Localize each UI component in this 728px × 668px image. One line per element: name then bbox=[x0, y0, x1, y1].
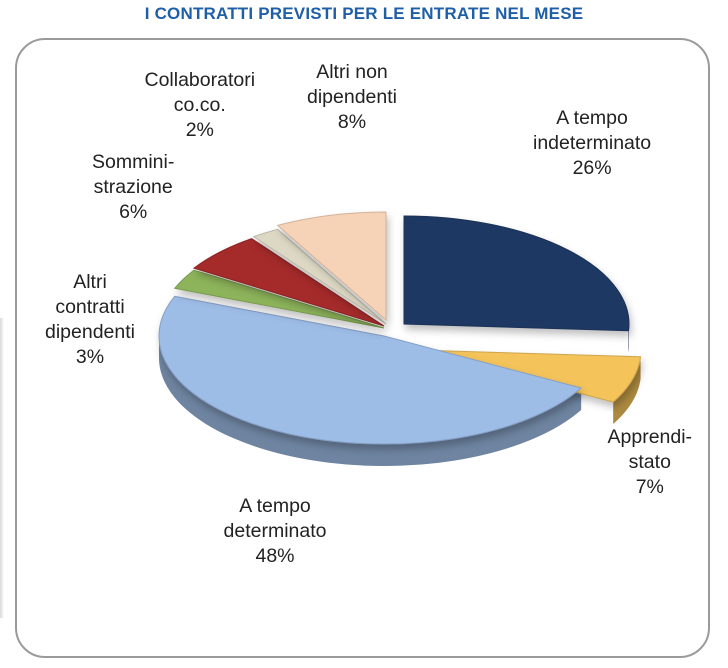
pie-slice bbox=[276, 211, 387, 322]
slice-label-percent: 7% bbox=[635, 476, 664, 498]
pie-slice bbox=[403, 215, 630, 332]
slice-label-line: indeterminato bbox=[533, 132, 652, 154]
slice-label: A tempo indeterminato 26% bbox=[533, 106, 651, 181]
pie-slice bbox=[173, 269, 385, 329]
slice-label-line: co.co. bbox=[173, 94, 226, 116]
pie-slice bbox=[192, 238, 385, 327]
slice-label: Apprendi-stato 7% bbox=[608, 425, 693, 500]
slice-label-line: Collaboratori bbox=[144, 69, 256, 91]
slice-label-line: strazione bbox=[93, 176, 173, 198]
slice-label-percent: 26% bbox=[572, 157, 612, 179]
pie-slice bbox=[252, 228, 387, 325]
slice-label: Sommini-strazione 6% bbox=[92, 150, 174, 225]
slice-label-line: Altri bbox=[73, 271, 107, 293]
pie-slices bbox=[158, 211, 642, 467]
slice-label: Altri contratti dipendenti 3% bbox=[45, 270, 135, 370]
slice-label-line: Sommini- bbox=[92, 151, 175, 173]
slice-label-percent: 3% bbox=[75, 346, 105, 368]
slice-label-line: A tempo bbox=[239, 495, 311, 517]
slice-label-line: contratti bbox=[55, 296, 125, 318]
pie-slice-side bbox=[159, 336, 582, 467]
pie-slice bbox=[158, 295, 583, 445]
frame-shadow bbox=[0, 318, 4, 618]
slice-label: A tempo determinato 48% bbox=[224, 494, 327, 569]
slice-label-percent: 6% bbox=[119, 201, 148, 223]
slice-label-percent: 8% bbox=[337, 111, 367, 133]
pie-slice-side bbox=[613, 356, 641, 425]
slice-label-percent: 2% bbox=[185, 119, 214, 141]
slice-label: Altri non dipendenti 8% bbox=[307, 60, 397, 135]
slice-label-line: dipendenti bbox=[307, 86, 397, 108]
slice-label-line: A tempo bbox=[556, 107, 628, 129]
slice-label-line: determinato bbox=[223, 520, 327, 542]
slice-label-line: Altri non bbox=[316, 61, 388, 83]
slice-label-line: dipendenti bbox=[45, 321, 135, 343]
slice-label-line: Apprendi- bbox=[607, 426, 693, 448]
slice-label-line: stato bbox=[628, 451, 671, 473]
slice-label-percent: 48% bbox=[255, 545, 295, 567]
chart-title: I CONTRATTI PREVISTI PER LE ENTRATE NEL … bbox=[144, 4, 584, 23]
slice-label: Collaboratori co.co. 2% bbox=[145, 68, 256, 143]
